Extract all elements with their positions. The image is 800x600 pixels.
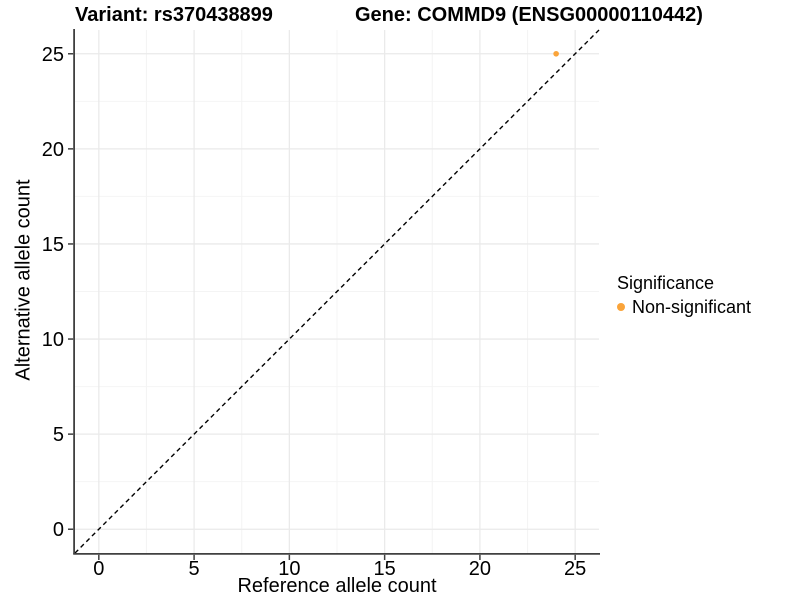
legend-dot-icon xyxy=(617,303,625,311)
gene-title: Gene: COMMD9 (ENSG00000110442) xyxy=(355,4,703,26)
y-tick-label: 15 xyxy=(42,234,64,256)
variant-title: Variant: rs370438899 xyxy=(75,4,273,26)
legend-item-label: Non-significant xyxy=(632,297,752,317)
x-axis-title: Reference allele count xyxy=(237,575,437,597)
y-tick-label: 10 xyxy=(42,329,64,351)
legend-title: Significance xyxy=(617,273,715,293)
x-tick-label: 20 xyxy=(469,558,491,580)
y-tick-label: 25 xyxy=(42,44,64,66)
data-point xyxy=(553,50,559,57)
y-tick-label: 5 xyxy=(53,424,64,446)
identity-line xyxy=(74,29,600,554)
x-tick-label: 25 xyxy=(564,558,586,580)
legend: Significance Non-significant xyxy=(617,272,751,318)
x-tick-label: 5 xyxy=(189,558,200,580)
x-tick-label: 0 xyxy=(93,558,104,580)
x-tick-label: 15 xyxy=(374,558,396,580)
legend-item-non-significant: Non-significant xyxy=(617,296,751,318)
y-axis-title: Alternative allele count xyxy=(12,179,35,381)
y-tick-label: 20 xyxy=(42,139,64,161)
y-tick-label: 0 xyxy=(53,519,64,541)
x-tick-label: 10 xyxy=(278,558,300,580)
